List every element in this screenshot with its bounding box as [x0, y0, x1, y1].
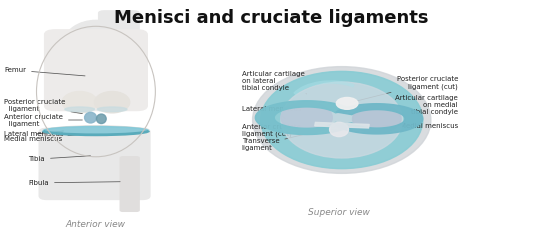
Ellipse shape — [352, 105, 401, 133]
FancyBboxPatch shape — [39, 128, 150, 199]
Ellipse shape — [252, 67, 431, 173]
Text: Anterior view: Anterior view — [66, 220, 126, 229]
Ellipse shape — [94, 91, 130, 113]
Polygon shape — [336, 104, 422, 134]
Ellipse shape — [97, 114, 106, 124]
Ellipse shape — [261, 71, 423, 169]
Text: Posterior cruciate
  ligament: Posterior cruciate ligament — [4, 99, 83, 114]
Ellipse shape — [62, 91, 97, 113]
Text: Menisci and cruciate ligaments: Menisci and cruciate ligaments — [114, 8, 429, 26]
Text: Articular cartilage
on medial
tibial condyle: Articular cartilage on medial tibial con… — [380, 95, 458, 114]
Ellipse shape — [64, 20, 128, 68]
FancyBboxPatch shape — [99, 11, 139, 75]
Text: Transverse
ligament: Transverse ligament — [242, 126, 336, 151]
Text: Femur: Femur — [4, 67, 85, 76]
Ellipse shape — [281, 82, 402, 158]
Ellipse shape — [45, 126, 147, 135]
Text: Medial meniscus: Medial meniscus — [4, 134, 80, 142]
Text: Lateral meniscus: Lateral meniscus — [4, 131, 64, 137]
Polygon shape — [315, 122, 369, 128]
Ellipse shape — [330, 122, 349, 137]
Text: Articular cartilage
on lateral
tibial condyle: Articular cartilage on lateral tibial co… — [242, 71, 307, 94]
Polygon shape — [255, 101, 352, 135]
Ellipse shape — [97, 107, 127, 112]
Ellipse shape — [85, 112, 97, 123]
Text: Fibula: Fibula — [28, 180, 120, 186]
Ellipse shape — [336, 97, 358, 109]
Text: Anterior cruciate
ligament (cut): Anterior cruciate ligament (cut) — [242, 124, 336, 138]
Text: Lateral meniscus: Lateral meniscus — [242, 106, 301, 119]
Ellipse shape — [65, 107, 94, 112]
Text: Superior view: Superior view — [308, 208, 370, 217]
Text: Medial meniscus: Medial meniscus — [382, 123, 458, 129]
Text: Anterior cruciate
  ligament: Anterior cruciate ligament — [4, 114, 83, 126]
FancyBboxPatch shape — [120, 157, 139, 211]
Text: Posterior cruciate
ligament (cut): Posterior cruciate ligament (cut) — [350, 77, 458, 103]
Ellipse shape — [43, 126, 149, 135]
Ellipse shape — [281, 102, 332, 133]
FancyBboxPatch shape — [45, 30, 147, 110]
Text: Tibia: Tibia — [28, 156, 91, 162]
